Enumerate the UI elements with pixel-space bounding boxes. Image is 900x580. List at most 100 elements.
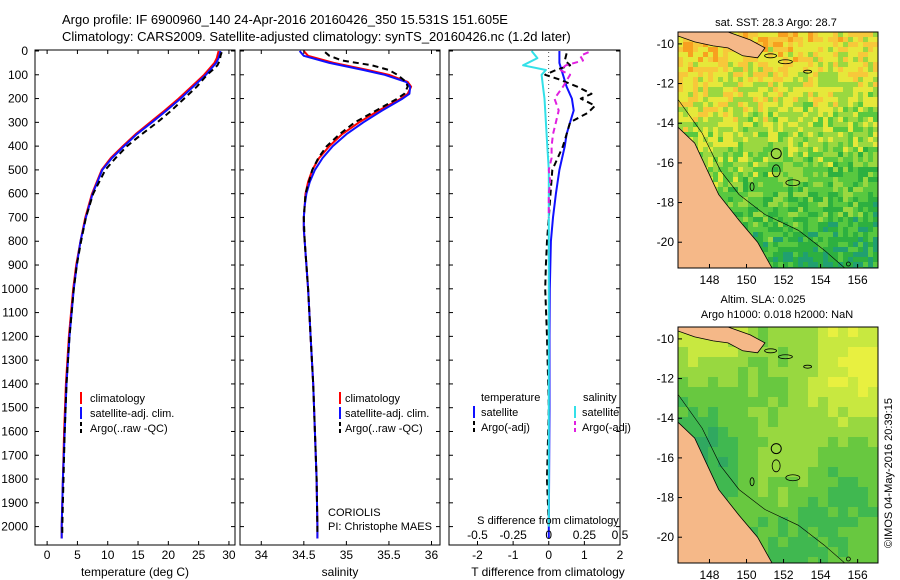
map-cell [838, 37, 844, 43]
map-cell [828, 407, 839, 418]
map-cell [818, 557, 829, 563]
map-cell [848, 62, 854, 68]
map-cell [708, 467, 719, 478]
map-cell [733, 122, 739, 128]
map-cell [773, 232, 779, 238]
map-cell [753, 37, 759, 43]
map-cell [773, 32, 779, 38]
map-cell [758, 137, 764, 143]
map-cell [873, 167, 878, 173]
map-cell [848, 557, 859, 563]
map-cell [848, 182, 854, 188]
map-cell [823, 102, 829, 108]
map-cell [838, 127, 844, 133]
map-cell [858, 227, 864, 233]
map-y-tick-label: -14 [657, 116, 675, 130]
map-cell [798, 547, 809, 558]
map-cell [808, 222, 814, 228]
map-cell [778, 42, 784, 48]
map-cell [788, 457, 799, 468]
map-cell [753, 217, 759, 223]
map-cell [848, 357, 859, 368]
map-cell [758, 52, 764, 58]
map-cell [788, 497, 799, 508]
map-y-tick-label: -12 [657, 372, 675, 386]
map-cell [798, 37, 804, 43]
map-cell [808, 507, 819, 518]
map-cell [858, 162, 864, 168]
map-cell [828, 327, 839, 338]
map-cell [818, 337, 829, 348]
map-cell [843, 47, 849, 53]
map-cell [788, 152, 794, 158]
map-cell [803, 242, 809, 248]
map-cell [798, 72, 804, 78]
map-cell [848, 262, 854, 268]
map-cell [788, 327, 799, 338]
x-tick-label: 5 [74, 548, 81, 562]
map-cell [813, 37, 819, 43]
map-cell [773, 152, 779, 158]
map-cell [693, 107, 699, 113]
map-cell [758, 357, 769, 368]
map-cell [838, 527, 849, 538]
map-cell [788, 132, 794, 138]
map-cell [813, 177, 819, 183]
map-cell [728, 467, 739, 478]
map-cell [853, 52, 859, 58]
map-cell [778, 507, 789, 518]
map-cell [723, 72, 729, 78]
map-cell [788, 537, 799, 548]
map-cell [843, 147, 849, 153]
map-cell [863, 252, 869, 258]
legend-climatology-label: climatology [345, 393, 401, 405]
map-cell [853, 47, 859, 53]
map-cell [798, 527, 809, 538]
reef-outline [778, 59, 793, 65]
map-cell [738, 202, 744, 208]
map-cell [858, 117, 864, 123]
map-cell [773, 192, 779, 198]
map-cell [858, 147, 864, 153]
map-cell [818, 517, 829, 528]
map-cell [748, 162, 754, 168]
map-cell [818, 112, 824, 118]
png-land [678, 32, 766, 59]
map-cell [793, 217, 799, 223]
map-cell [793, 172, 799, 178]
map-cell [783, 207, 789, 213]
map-cell [838, 487, 849, 498]
map-cell [853, 32, 859, 38]
map-cell [818, 547, 829, 558]
map-cell [818, 327, 829, 338]
map-cell [738, 487, 749, 498]
map-cell [843, 112, 849, 118]
map-cell [788, 42, 794, 48]
map-cell [853, 162, 859, 168]
map-cell [703, 117, 709, 123]
map-cell [733, 207, 739, 213]
map-cell [848, 447, 859, 458]
map-cell [813, 172, 819, 178]
map-cell [783, 177, 789, 183]
s-diff-tick-label: 0.25 [573, 528, 597, 542]
map-cell [728, 122, 734, 128]
map-cell [863, 237, 869, 243]
map-cell [823, 222, 829, 228]
map-cell [838, 147, 844, 153]
map-cell [818, 217, 824, 223]
map-cell [823, 57, 829, 63]
salinity-panel [239, 49, 441, 546]
map-cell [808, 152, 814, 158]
map-cell [828, 157, 834, 163]
map-cell [843, 152, 849, 158]
map-cell [843, 212, 849, 218]
map-cell [748, 182, 754, 188]
map-cell [793, 157, 799, 163]
map-cell [803, 97, 809, 103]
map-cell [763, 217, 769, 223]
difference-xlabel-top: S difference from climatology [477, 515, 619, 527]
map-cell [853, 247, 859, 253]
map-cell [733, 67, 739, 73]
map-cell [763, 117, 769, 123]
